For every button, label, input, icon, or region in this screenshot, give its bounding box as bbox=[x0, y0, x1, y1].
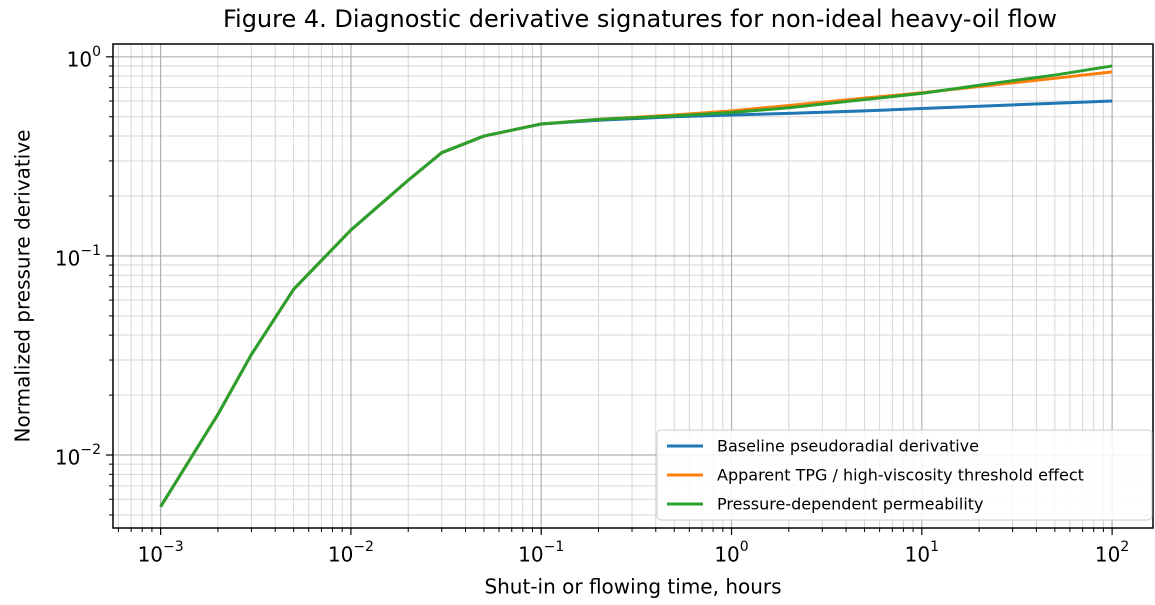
axes-frame bbox=[112, 43, 1154, 529]
y-axis-label: Normalized pressure derivative bbox=[11, 130, 35, 443]
x-tick-label: 10−2 bbox=[328, 539, 374, 567]
x-tick-label: 10−1 bbox=[518, 539, 564, 567]
legend-box bbox=[656, 429, 1153, 521]
x-tick-label: 101 bbox=[905, 539, 939, 567]
x-tick-label: 102 bbox=[1095, 539, 1129, 567]
x-tick-label: 10−3 bbox=[138, 539, 184, 567]
series-line bbox=[159, 64, 1113, 508]
y-tick-label: 10−2 bbox=[55, 442, 101, 470]
legend-label: Pressure-dependent permeability bbox=[717, 495, 984, 514]
x-axis-label: Shut-in or flowing time, hours bbox=[484, 575, 781, 599]
y-tick-label: 100 bbox=[67, 44, 101, 72]
chart-title: Figure 4. Diagnostic derivative signatur… bbox=[223, 5, 1057, 33]
plot-area bbox=[159, 64, 1113, 508]
legend-label: Apparent TPG / high-viscosity threshold … bbox=[717, 466, 1084, 485]
legend-label: Baseline pseudoradial derivative bbox=[717, 437, 979, 456]
y-tick-label: 10−1 bbox=[55, 243, 101, 271]
x-tick-label: 100 bbox=[714, 539, 748, 567]
